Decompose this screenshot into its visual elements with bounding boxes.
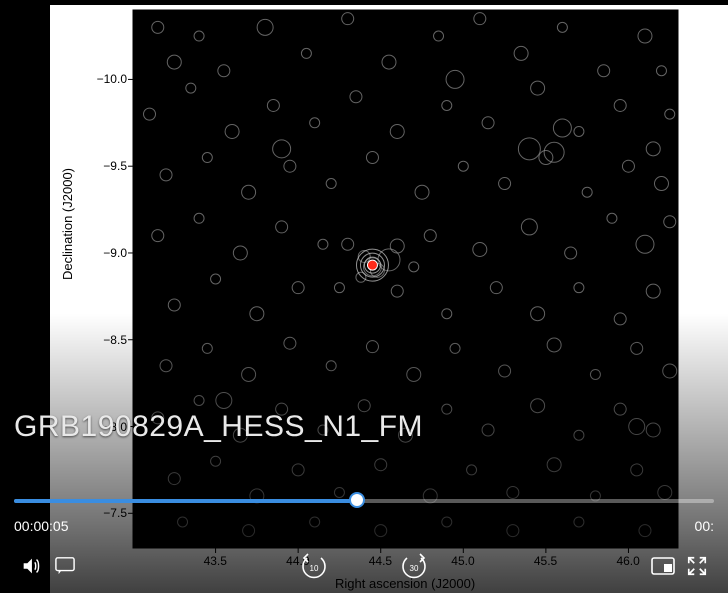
quality-button[interactable] xyxy=(646,549,680,583)
progress-bar[interactable] xyxy=(14,494,714,508)
progress-thumb[interactable] xyxy=(349,492,365,508)
y-axis-label: Declination (J2000) xyxy=(60,168,75,280)
remaining-time: 00: xyxy=(695,518,714,534)
video-player: Declination (J2000) Right ascension (J20… xyxy=(0,0,728,593)
skip-back-icon: 10 xyxy=(297,553,331,579)
skip-forward-button[interactable]: 30 xyxy=(394,549,434,583)
skip-back-button[interactable]: 10 xyxy=(294,549,334,583)
video-title: GRB190829A_HESS_N1_FM xyxy=(14,410,423,444)
progress-fill xyxy=(14,499,357,503)
fullscreen-icon xyxy=(686,555,708,577)
y-tick-label: −10.0 xyxy=(97,72,127,86)
skip-fwd-label: 30 xyxy=(410,564,419,573)
volume-icon xyxy=(20,555,42,577)
quality-icon xyxy=(651,557,675,575)
y-tick-label: −9.0 xyxy=(103,246,127,260)
time-row: 00:00:05 00: xyxy=(14,518,714,534)
captions-button[interactable] xyxy=(48,549,82,583)
skip-back-label: 10 xyxy=(310,564,319,573)
fullscreen-button[interactable] xyxy=(680,549,714,583)
current-time: 00:00:05 xyxy=(14,518,69,534)
y-tick-label: −9.5 xyxy=(103,159,127,173)
control-bar: 10 30 xyxy=(14,548,714,584)
captions-icon xyxy=(54,556,76,576)
volume-button[interactable] xyxy=(14,549,48,583)
skip-forward-icon: 30 xyxy=(397,553,431,579)
